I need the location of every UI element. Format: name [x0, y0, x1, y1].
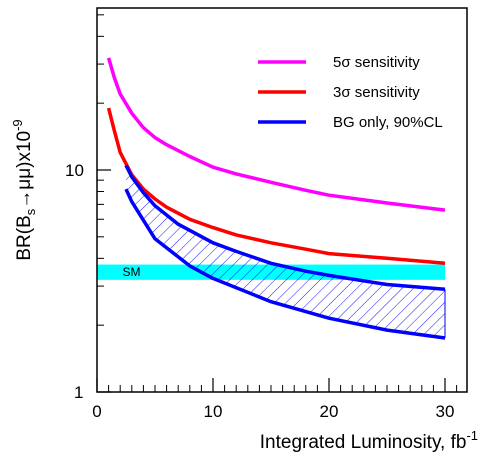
- y-axis-title: BR(Bs→μμ)x10-9: [10, 119, 38, 260]
- x-tick-label: 30: [436, 402, 455, 421]
- y-axis-title-sup: -9: [10, 119, 25, 131]
- y-tick-label: 1: [74, 383, 83, 402]
- series-line-bg-upper: [124, 164, 446, 292]
- x-axis-title-main: Integrated Luminosity, fb: [260, 432, 467, 453]
- series-line-bg-lower: [124, 188, 446, 340]
- y-axis-title-rest: →μμ)x10: [14, 131, 35, 209]
- legend: 5σ sensitivity 3σ sensitivity BG only, 9…: [258, 54, 443, 131]
- x-tick-label: 0: [92, 402, 101, 421]
- y-tick-label: 10: [65, 161, 84, 180]
- x-tick-label: 10: [204, 402, 223, 421]
- series-line-3sigma: [106, 107, 446, 266]
- x-tick-label: 20: [320, 402, 339, 421]
- y-axis-title-main: BR(B: [14, 215, 35, 260]
- x-axis-title: Integrated Luminosity, fb-1: [260, 428, 478, 453]
- y-axis-title-sub: s: [23, 208, 38, 215]
- legend-label-5sigma: 5σ sensitivity: [333, 54, 420, 71]
- series-line-5sigma: [106, 57, 446, 212]
- legend-label-bg: BG only, 90%CL: [333, 114, 443, 131]
- plot-frame: [96, 7, 468, 393]
- x-axis-title-sup: -1: [466, 428, 478, 443]
- sm-band-label: SM: [123, 265, 141, 279]
- bg-hatched-region: [126, 165, 445, 338]
- legend-label-3sigma: 3σ sensitivity: [333, 84, 420, 101]
